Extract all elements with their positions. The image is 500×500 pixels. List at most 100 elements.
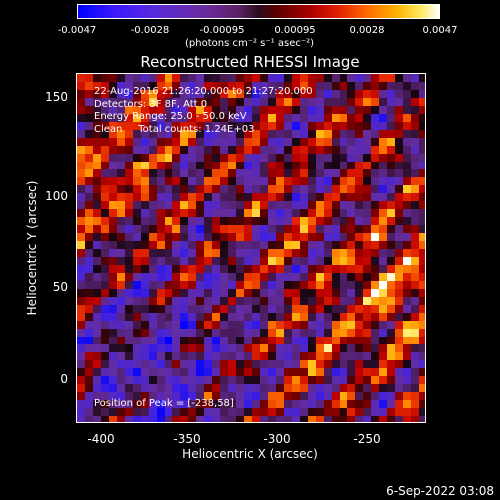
- image-pixel: [148, 328, 158, 338]
- clean-counts-label: Clean Total counts: 1.24E+03: [94, 124, 255, 135]
- image-pixel: [108, 368, 118, 377]
- image-pixel: [244, 161, 253, 171]
- image-pixel: [92, 264, 102, 274]
- image-pixel: [156, 185, 166, 194]
- image-pixel: [419, 161, 425, 171]
- image-pixel: [77, 352, 86, 361]
- image-pixel: [92, 145, 102, 155]
- image-pixel: [228, 272, 237, 282]
- image-pixel: [395, 137, 404, 147]
- image-pixel: [124, 344, 134, 353]
- image-pixel: [116, 264, 126, 274]
- image-pixel: [228, 121, 237, 131]
- image-pixel: [347, 416, 356, 422]
- image-pixel: [331, 145, 341, 155]
- image-pixel: [331, 360, 341, 369]
- image-pixel: [267, 217, 277, 226]
- image-pixel: [124, 376, 134, 385]
- image-pixel: [124, 185, 134, 194]
- image-pixel: [275, 153, 285, 163]
- image-pixel: [77, 304, 86, 314]
- image-pixel: [204, 81, 213, 91]
- image-pixel: [299, 288, 309, 298]
- image-pixel: [339, 81, 349, 91]
- image-pixel: [419, 256, 425, 266]
- image-pixel: [236, 296, 245, 306]
- image-pixel: [196, 89, 205, 99]
- image-pixel: [180, 368, 189, 377]
- y-tick-label: 0: [60, 372, 68, 386]
- image-pixel: [331, 392, 341, 401]
- image-pixel: [411, 113, 420, 123]
- image-pixel: [331, 352, 341, 361]
- image-pixel: [307, 121, 317, 131]
- image-pixel: [236, 360, 245, 369]
- image-pixel: [339, 344, 349, 353]
- image-pixel: [252, 280, 261, 290]
- image-pixel: [140, 288, 150, 298]
- image-pixel: [140, 304, 150, 314]
- image-pixel: [140, 241, 150, 250]
- image-pixel: [116, 129, 126, 139]
- image-pixel: [363, 288, 372, 298]
- image-pixel: [323, 312, 333, 322]
- image-pixel: [116, 336, 126, 346]
- image-pixel: [252, 225, 261, 234]
- image-pixel: [379, 129, 388, 139]
- image-pixel: [403, 193, 412, 202]
- image-pixel: [252, 312, 261, 322]
- image-pixel: [148, 121, 158, 131]
- image-pixel: [379, 400, 388, 409]
- image-pixel: [331, 121, 341, 131]
- image-pixel: [244, 368, 253, 377]
- image-pixel: [212, 280, 221, 290]
- image-pixel: [403, 288, 412, 298]
- image-pixel: [379, 256, 388, 266]
- image-pixel: [92, 201, 102, 210]
- image-pixel: [244, 89, 253, 99]
- image-pixel: [124, 74, 134, 83]
- image-pixel: [236, 272, 245, 282]
- image-pixel: [363, 89, 372, 99]
- image-pixel: [275, 241, 285, 250]
- image-pixel: [172, 312, 181, 322]
- image-pixel: [299, 169, 309, 178]
- image-pixel: [172, 233, 181, 242]
- image-pixel: [156, 288, 166, 298]
- image-pixel: [323, 113, 333, 123]
- image-pixel: [395, 201, 404, 210]
- image-pixel: [204, 280, 213, 290]
- image-pixel: [124, 336, 134, 346]
- image-pixel: [236, 201, 245, 210]
- image-pixel: [236, 209, 245, 218]
- y-tick-label: 150: [45, 90, 68, 104]
- image-pixel: [220, 185, 229, 194]
- image-pixel: [307, 416, 317, 422]
- image-pixel: [371, 328, 380, 338]
- image-pixel: [108, 296, 118, 306]
- image-pixel: [156, 360, 166, 369]
- image-pixel: [116, 352, 126, 361]
- image-pixel: [363, 360, 372, 369]
- image-pixel: [419, 121, 425, 131]
- image-pixel: [164, 209, 174, 218]
- image-pixel: [132, 161, 142, 171]
- image-pixel: [267, 225, 277, 234]
- detectors-label: Detectors: 3F 8F, Att 0: [94, 99, 208, 110]
- image-pixel: [323, 360, 333, 369]
- image-pixel: [291, 217, 301, 226]
- image-pixel: [387, 400, 396, 409]
- image-pixel: [92, 392, 102, 401]
- image-pixel: [331, 296, 341, 306]
- image-pixel: [387, 280, 396, 290]
- image-pixel: [244, 384, 253, 393]
- image-pixel: [419, 249, 425, 258]
- image-pixel: [403, 400, 412, 409]
- image-pixel: [188, 161, 197, 171]
- image-pixel: [196, 280, 205, 290]
- image-pixel: [419, 272, 425, 282]
- image-pixel: [132, 137, 142, 147]
- image-pixel: [283, 376, 293, 385]
- image-pixel: [77, 376, 86, 385]
- image-pixel: [411, 376, 420, 385]
